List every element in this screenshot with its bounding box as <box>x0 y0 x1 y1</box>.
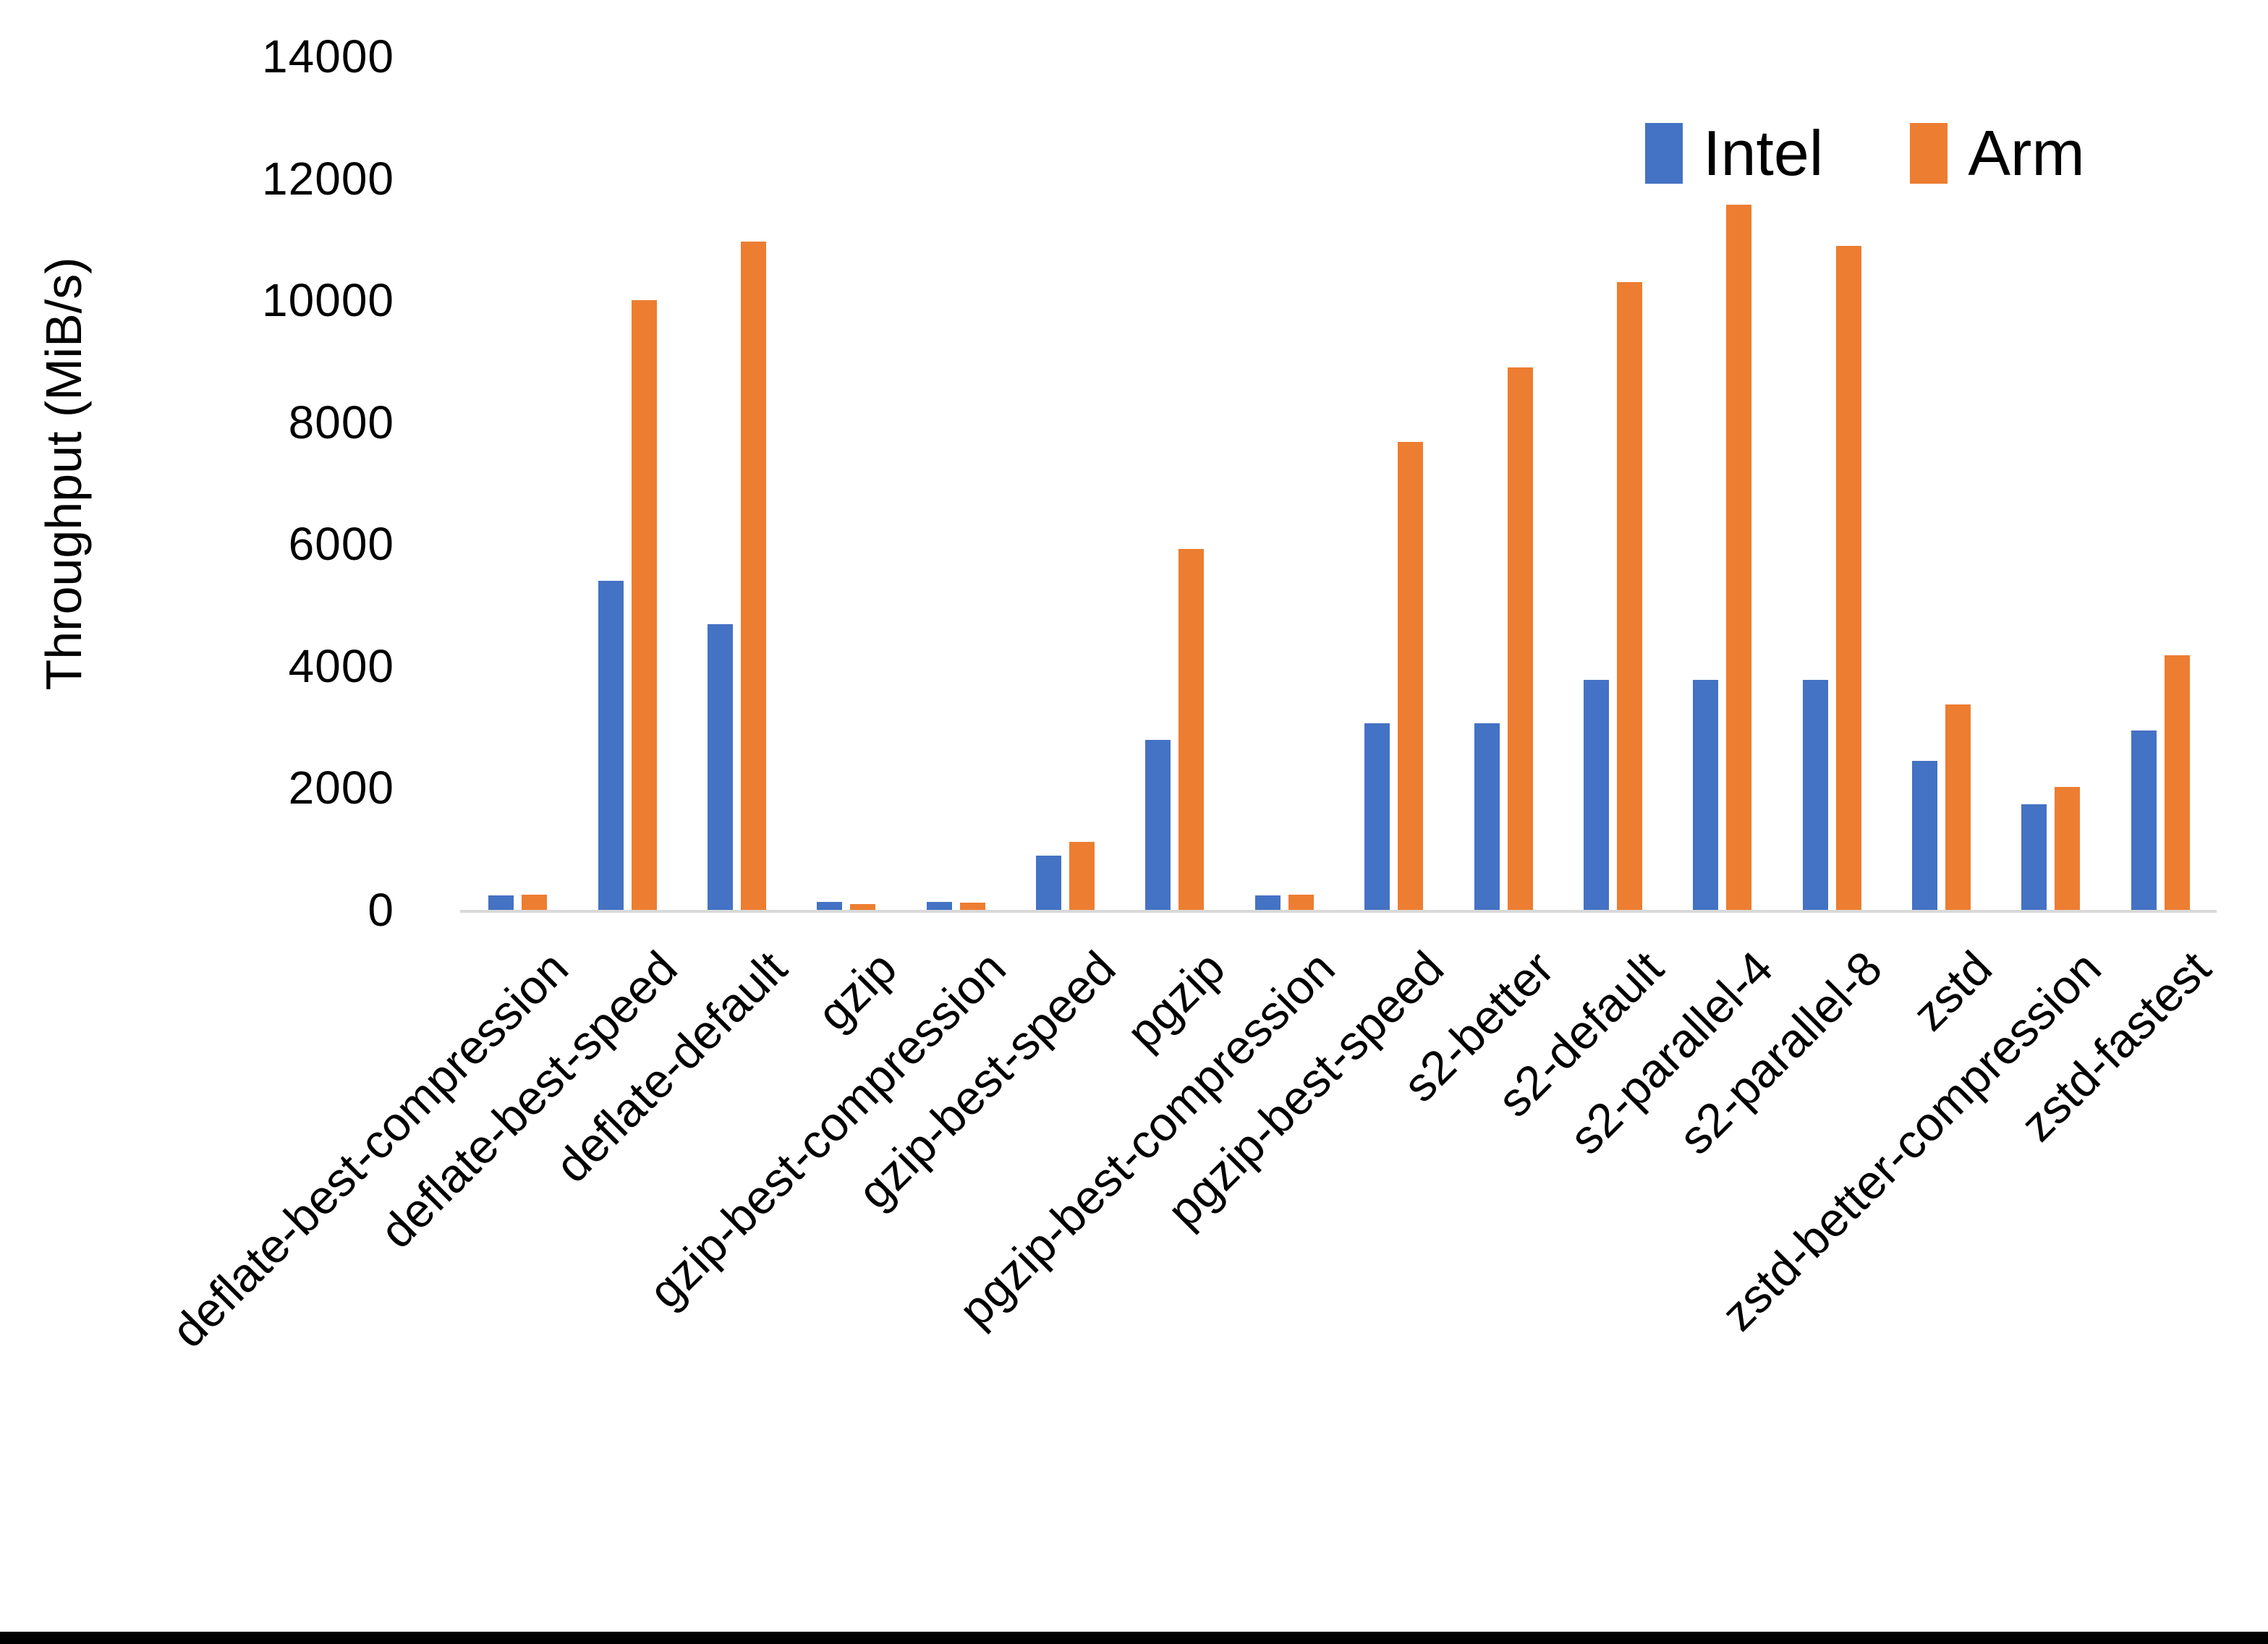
y-tick-label-8000: 8000 <box>288 396 394 448</box>
bar-intel-s2-better <box>1474 723 1500 910</box>
bottom-border-bar <box>0 1632 2268 1644</box>
bar-intel-pgzip <box>1145 739 1171 910</box>
bar-arm-deflate-default <box>740 242 766 910</box>
bar-arm-s2-default <box>1616 281 1642 910</box>
legend-label-arm: Arm <box>1968 117 2085 189</box>
y-axis-title: Throughput (MiB/s) <box>35 257 92 691</box>
bar-intel-s2-parallel-8 <box>1802 680 1828 910</box>
legend-label-intel: Intel <box>1703 117 1824 189</box>
y-tick-label-10000: 10000 <box>262 274 394 327</box>
bar-intel-deflate-default <box>707 623 733 910</box>
bar-arm-zstd-better-compression <box>2055 786 2081 910</box>
bar-intel-deflate-best-speed <box>598 580 624 910</box>
bar-intel-s2-parallel-4 <box>1693 680 1719 910</box>
bar-arm-zstd-fastest <box>2164 655 2190 910</box>
bar-arm-gzip-best-compression <box>959 902 985 910</box>
bar-arm-s2-better <box>1507 367 1533 910</box>
y-tick-label-6000: 6000 <box>288 518 394 571</box>
bar-intel-zstd-better-compression <box>2021 804 2047 910</box>
legend: Intel Arm <box>1645 122 2172 185</box>
bar-intel-gzip-best-speed <box>1036 855 1062 910</box>
bar-arm-s2-parallel-4 <box>1726 204 1752 910</box>
legend-swatch-arm <box>1910 123 1948 184</box>
y-tick-label-4000: 4000 <box>288 639 394 692</box>
bar-arm-pgzip <box>1178 549 1205 910</box>
bar-arm-gzip <box>850 903 876 910</box>
bar-intel-gzip <box>817 902 843 910</box>
y-tick-label-12000: 12000 <box>262 152 394 205</box>
bar-arm-zstd <box>1945 704 1971 910</box>
bar-arm-deflate-best-compression <box>522 895 548 910</box>
bar-intel-zstd <box>1912 761 1938 910</box>
bar-intel-gzip-best-compression <box>926 901 952 910</box>
bar-intel-zstd-fastest <box>2131 731 2157 910</box>
bar-arm-pgzip-best-compression <box>1288 894 1314 910</box>
y-tick-label-2000: 2000 <box>288 762 394 814</box>
bar-arm-pgzip-best-speed <box>1398 441 1424 910</box>
y-tick-label-0: 0 <box>368 884 394 936</box>
bar-intel-pgzip-best-compression <box>1254 895 1280 910</box>
legend-swatch-intel <box>1645 123 1683 184</box>
bar-intel-s2-default <box>1583 680 1609 910</box>
x-axis-line <box>460 910 2217 913</box>
bar-arm-s2-parallel-8 <box>1835 246 1861 910</box>
bar-arm-deflate-best-speed <box>631 300 657 910</box>
bar-arm-gzip-best-speed <box>1069 842 1095 910</box>
bar-intel-pgzip-best-speed <box>1364 723 1390 910</box>
legend-item-intel: Intel <box>1645 122 1823 185</box>
y-tick-label-14000: 14000 <box>262 30 394 82</box>
legend-item-arm: Arm <box>1910 117 2085 189</box>
bar-intel-deflate-best-compression <box>488 895 514 910</box>
